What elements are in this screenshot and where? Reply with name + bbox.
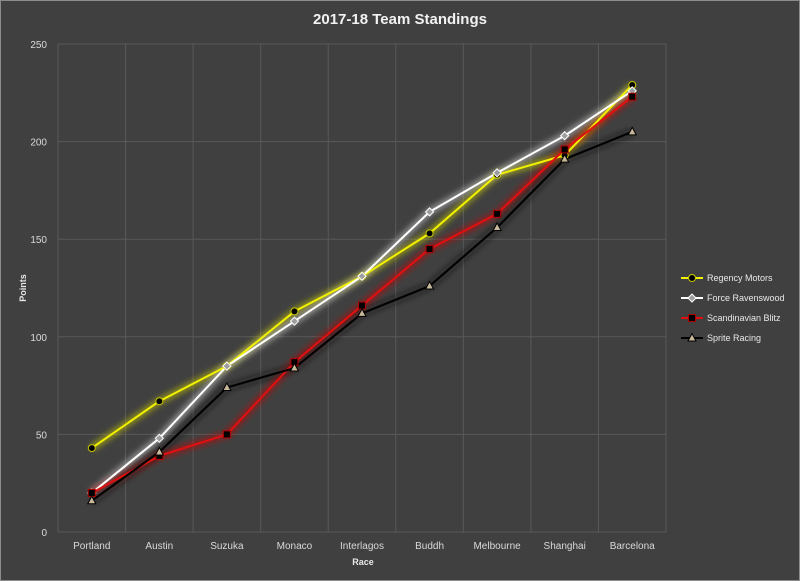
y-tick-label: 250 [30,40,47,51]
series-line-1 [91,90,633,494]
legend: Regency Motors Force Ravenswood Scandinavi… [681,273,785,343]
data-point [222,381,232,392]
x-tick-label: Portland [73,541,110,552]
legend-swatch-marker [688,274,696,282]
legend-label: Sprite Racing [707,333,761,343]
data-point [222,430,231,439]
data-point [559,153,570,163]
legend-item: Regency Motors [681,273,773,283]
x-tick-label: Buddh [415,541,444,552]
data-point [154,433,165,444]
series-glow [89,87,635,496]
legend-item: Sprite Racing [681,332,761,343]
chart-title: 2017-18 Team Standings [313,11,487,28]
data-point [289,362,300,372]
data-point [560,145,569,154]
data-point [222,361,232,371]
legend-label: Scandinavian Blitz [707,313,781,323]
x-axis-ticks: Portland Austin Suzuka Monaco Interlagos Budd… [73,541,655,552]
data-point [559,131,570,141]
legend-label: Force Ravenswood [707,293,785,303]
data-point [425,244,434,253]
data-point [425,229,434,238]
legend-item: Scandinavian Blitz [681,313,781,323]
data-point [289,316,300,326]
data-point [424,280,435,290]
data-point [357,271,367,281]
y-tick-label: 0 [41,528,47,539]
data-point [492,168,502,178]
y-tick-label: 200 [30,138,47,149]
y-tick-label: 150 [30,235,47,246]
data-point [155,397,164,406]
y-axis-ticks: 0 50 100 150 200 250 [30,40,47,539]
y-tick-label: 50 [36,430,48,441]
x-tick-label: Barcelona [610,541,655,552]
legend-label: Regency Motors [707,273,773,283]
data-point [492,221,502,231]
gridlines [57,43,667,533]
data-point [86,495,97,505]
data-point [290,307,299,316]
x-tick-label: Interlagos [340,541,384,552]
x-tick-label: Austin [145,541,173,552]
data-point [357,307,367,317]
series-markers [86,80,638,505]
x-axis-title: Race [352,557,374,567]
data-point [154,446,165,456]
x-tick-label: Shanghai [544,541,586,552]
legend-swatch-marker [687,332,697,342]
x-tick-label: Suzuka [210,541,244,552]
x-tick-label: Monaco [277,541,313,552]
x-tick-label: Melbourne [473,541,521,552]
y-axis-title: Points [18,274,28,302]
series-lines [91,84,633,502]
legend-swatch-marker [687,293,697,303]
legend-swatch-marker [688,314,696,322]
data-point [87,444,96,453]
y-tick-label: 100 [30,333,47,344]
data-point [424,207,435,217]
data-point [628,92,637,101]
data-point [493,209,502,218]
legend-item: Force Ravenswood [681,293,785,303]
data-point [627,126,638,136]
